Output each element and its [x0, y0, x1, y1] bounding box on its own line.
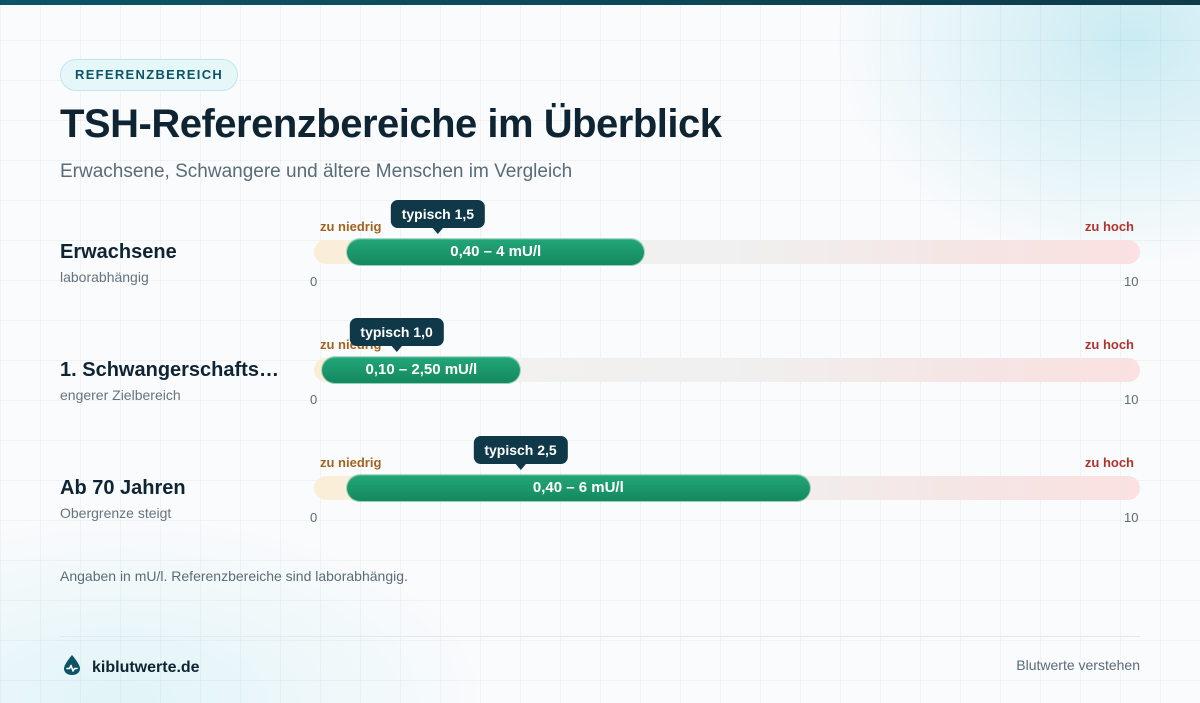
axis-tick-min: 0 [310, 392, 318, 407]
typical-value-marker: typisch 1,5 [390, 200, 486, 234]
row-sublabel: Obergrenze steigt [60, 505, 172, 521]
row-label: Ab 70 Jahren [60, 477, 186, 499]
reference-range-bar: 0,40 – 6 mU/l [347, 475, 810, 501]
high-zone-label: zu hoch [1084, 219, 1134, 234]
axis-tick-max: 10 [1124, 274, 1139, 289]
high-zone-label: zu hoch [1084, 455, 1134, 470]
page-subtitle: Erwachsene, Schwangere und ältere Mensch… [60, 161, 573, 182]
brand-name[interactable]: kiblutwerte.de [92, 658, 200, 676]
typical-value-marker: typisch 2,5 [473, 436, 568, 470]
reference-range-bar: 0,10 – 2,50 mU/l [322, 357, 521, 383]
low-zone-label: zu niedrig [320, 219, 382, 234]
footer-divider [60, 636, 1140, 637]
page-title: TSH-Referenzbereiche im Überblick [60, 102, 722, 146]
high-zone-label: zu hoch [1084, 337, 1134, 352]
blood-drop-icon [62, 654, 82, 681]
brand: kiblutwerte.de [62, 654, 200, 681]
footnote: Angaben in mU/l. Referenzbereiche sind l… [60, 568, 408, 584]
axis-tick-max: 10 [1124, 510, 1139, 525]
brand-tagline: Blutwerte verstehen [1016, 657, 1140, 673]
row-sublabel: engerer Zielbereich [60, 387, 181, 403]
section-badge: REFERENZBEREICH [60, 59, 239, 91]
reference-range-bar: 0,40 – 4 mU/l [347, 239, 645, 265]
low-zone-label: zu niedrig [320, 455, 382, 470]
row-label: 1. Schwangerschafts… [60, 359, 279, 381]
row-sublabel: laborabhängig [60, 269, 149, 285]
axis-tick-max: 10 [1124, 392, 1139, 407]
typical-value-marker: typisch 1,0 [349, 318, 444, 352]
axis-tick-min: 0 [310, 510, 318, 525]
top-accent-bar [0, 0, 1200, 5]
axis-tick-min: 0 [310, 274, 318, 289]
row-label: Erwachsene [60, 241, 177, 263]
